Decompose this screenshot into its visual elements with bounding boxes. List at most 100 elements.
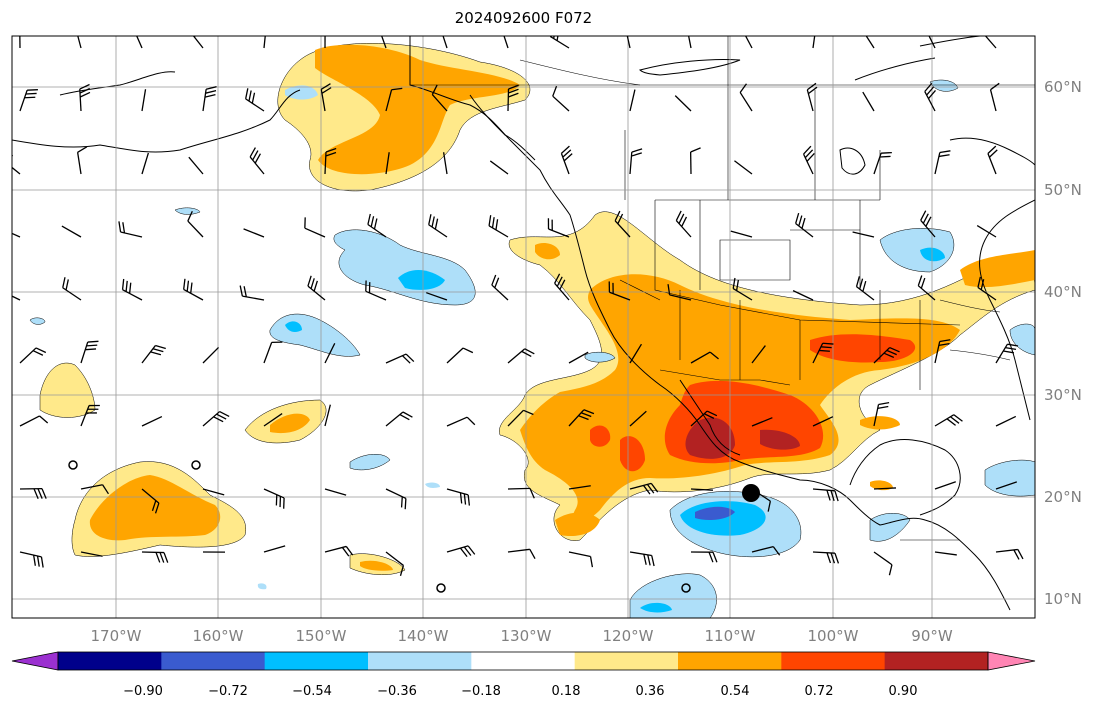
wind-barb <box>249 147 265 175</box>
wind-barb <box>132 36 143 49</box>
wind-barb <box>141 488 160 514</box>
wind-barb <box>629 410 647 427</box>
wind-barb <box>365 280 387 301</box>
wind-barb <box>751 417 773 427</box>
wind-barb <box>385 551 405 576</box>
wind-barb <box>812 342 834 364</box>
wind-barb <box>377 36 387 49</box>
wind-barb <box>917 275 936 301</box>
wind-barb <box>920 210 936 238</box>
colorbar-tick-label: 0.90 <box>888 684 918 699</box>
wind-barb <box>629 89 636 112</box>
wind-barb <box>995 415 1017 427</box>
wind-barb <box>802 145 815 175</box>
wind-barb <box>614 210 631 238</box>
wind-barb <box>751 545 781 556</box>
wind-barb <box>812 488 839 502</box>
wind-barb <box>307 275 326 301</box>
island-markers <box>68 460 691 593</box>
colorbar-tick-label: 0.72 <box>804 684 834 699</box>
wind-barb <box>608 281 631 301</box>
wind-barb <box>812 551 840 564</box>
wind-barb <box>431 84 448 112</box>
wind-barb <box>795 212 814 238</box>
colorbar-cell <box>368 652 472 670</box>
lon-label-160w: 160°W <box>192 627 244 645</box>
colorbar-cell <box>161 652 266 670</box>
wind-barb <box>873 401 890 427</box>
wind-barb <box>491 274 509 301</box>
wind-barb <box>987 145 998 175</box>
wind-barb <box>873 551 893 576</box>
colorbar-tick-label: −0.72 <box>208 684 248 699</box>
colorbar-tick-label: −0.54 <box>292 684 332 699</box>
lon-label-140w: 140°W <box>397 627 449 645</box>
wind-barb <box>690 410 718 427</box>
colorbar-cell <box>264 652 369 670</box>
wind-barb <box>187 211 204 238</box>
lon-label-130w: 130°W <box>500 627 552 645</box>
wind-barb <box>76 146 88 175</box>
wind-barb <box>80 484 109 495</box>
colorbar-tick-label: −0.18 <box>461 684 501 699</box>
wind-barb <box>446 488 471 506</box>
wind-barb <box>263 413 283 427</box>
wind-barb <box>79 83 91 112</box>
wind-barb <box>861 36 875 49</box>
wind-barb <box>806 82 818 112</box>
wind-barb <box>12 227 21 238</box>
wind-barb <box>489 160 509 175</box>
wind-barb <box>675 210 692 238</box>
wind-barb <box>689 147 701 175</box>
wind-barb <box>439 36 448 49</box>
colorbar-tick-label: −0.90 <box>123 684 163 699</box>
wind-barb <box>934 150 951 175</box>
wind-barb <box>188 156 204 175</box>
wind-barb <box>385 152 390 175</box>
wind-barb <box>446 545 476 558</box>
lon-label-110w: 110°W <box>704 627 756 645</box>
wind-barb <box>245 88 265 112</box>
colorbar <box>11 651 1036 671</box>
wind-barb <box>629 551 655 567</box>
wind-barb <box>629 148 643 175</box>
wind-barb <box>141 89 147 112</box>
wind-barb <box>976 225 997 238</box>
wind-barb <box>188 36 204 49</box>
wind-barb <box>686 36 692 49</box>
wind-barb <box>367 213 387 238</box>
wind-barb <box>674 95 692 112</box>
lon-label-90w: 90°W <box>911 627 953 645</box>
wind-barb <box>80 551 103 557</box>
lat-label-30n: 30°N <box>1044 386 1082 404</box>
wind-barb <box>385 87 403 112</box>
wind-barb <box>62 277 82 301</box>
wind-barb <box>324 545 354 557</box>
wind-barb <box>80 404 100 427</box>
wind-barb <box>446 416 476 427</box>
wind-barb <box>324 488 347 496</box>
colorbar-tick-label: 0.18 <box>551 684 581 699</box>
wind-barb <box>488 215 509 238</box>
lon-label-170w: 170°W <box>90 627 142 645</box>
wind-barb <box>852 231 875 238</box>
political-borders-layer <box>410 36 1035 541</box>
wind-barb <box>263 341 283 364</box>
colorbar-cell <box>471 652 576 670</box>
wind-barb <box>934 481 956 490</box>
wind-barb <box>19 487 47 499</box>
wind-barb <box>862 91 875 112</box>
wind-barb <box>239 285 265 301</box>
wind-barb <box>934 339 951 364</box>
wind-barb <box>995 481 1018 490</box>
wind-barb <box>873 487 897 490</box>
lon-label-120w: 120°W <box>602 627 654 645</box>
wind-barb <box>624 36 631 49</box>
wind-barb <box>12 289 21 301</box>
colorbar-cell <box>781 652 886 670</box>
wind-barb <box>629 343 643 364</box>
wind-barb <box>263 545 286 553</box>
wind-barb <box>739 83 753 112</box>
lat-label-40n: 40°N <box>1044 283 1082 301</box>
